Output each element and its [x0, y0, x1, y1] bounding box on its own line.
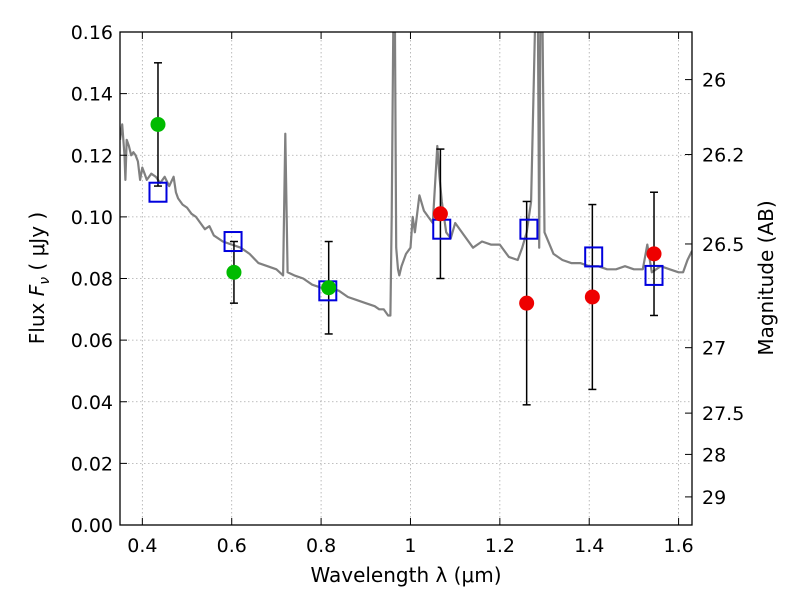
- y-tick-label: 0.00: [71, 515, 113, 537]
- tick-layer: [120, 31, 692, 526]
- model-photometry-square: [584, 246, 604, 268]
- marker-layer: [148, 116, 664, 311]
- errorbar-layer: [153, 62, 659, 406]
- mag-tick-label: 29: [702, 487, 726, 509]
- plot-frame: [119, 31, 693, 526]
- y-axis-title: Flux Fν ( μJy ): [25, 212, 53, 344]
- tick-label-layer: 0.4 0.6 0.8 1 1.2 1.4 1.6 0.00 0.02 0.04 0.06 0.08 0…: [71, 22, 745, 557]
- mag-tick-label: 26.2: [702, 145, 744, 167]
- observed-red-point: [646, 246, 662, 262]
- x-tick-label: 0.6: [217, 535, 247, 557]
- y-tick-label: 0.02: [71, 453, 113, 475]
- mag-tick-label: 26: [702, 70, 726, 92]
- model-photometry-square: [148, 181, 168, 203]
- model-photometry-square: [644, 264, 664, 286]
- y-tick-label: 0.06: [71, 330, 113, 352]
- x-tick-label: 1: [404, 535, 416, 557]
- x-tick-label: 0.8: [306, 535, 336, 557]
- observed-red-point: [519, 295, 535, 311]
- observed-red-point: [584, 289, 600, 305]
- y-tick-label: 0.08: [71, 269, 113, 291]
- mag-tick-label: 28: [702, 444, 726, 466]
- x-tick-label: 1.6: [663, 535, 693, 557]
- right-axis-title: Magnitude (AB): [754, 200, 778, 355]
- y-tick-label: 0.16: [71, 22, 113, 44]
- y-tick-label: 0.04: [71, 392, 113, 414]
- observed-red-point: [432, 206, 448, 222]
- mag-tick-label: 27: [702, 338, 726, 360]
- x-tick-label: 1.4: [574, 535, 604, 557]
- observed-green-point: [226, 264, 242, 280]
- observed-green-point: [150, 116, 166, 132]
- y-tick-label: 0.14: [71, 84, 113, 106]
- x-tick-label: 1.2: [485, 535, 515, 557]
- y-tick-label: 0.10: [71, 207, 113, 229]
- grid: [120, 31, 692, 526]
- model-photometry-square: [223, 231, 243, 253]
- observed-green-point: [321, 280, 337, 296]
- mag-tick-label: 27.5: [702, 403, 744, 425]
- mag-tick-label: 26.5: [702, 234, 744, 256]
- x-tick-label: 0.4: [127, 535, 157, 557]
- model-photometry-square: [519, 218, 539, 240]
- spectrum-layer: [120, 32, 692, 317]
- y-tick-label: 0.12: [71, 145, 113, 167]
- x-axis-title: Wavelength λ (μm): [310, 563, 501, 587]
- spectrum-line: [120, 32, 692, 317]
